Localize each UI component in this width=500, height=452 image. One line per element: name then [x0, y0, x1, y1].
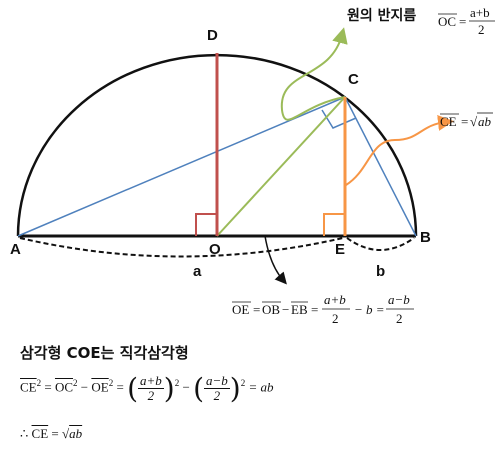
proof-f1-num: a+b	[138, 373, 164, 389]
radius-oc	[216, 96, 346, 237]
proof-oe-sq: 2	[108, 378, 114, 389]
proof-f2-den: 2	[213, 388, 221, 403]
proof-f2-sq: 2	[240, 378, 246, 389]
proof-conclusion-sqrt: √	[62, 426, 70, 441]
oe-formula-f2-num: a−b	[388, 292, 410, 307]
proof-conclusion-radicand: ab	[69, 426, 83, 441]
proof-line-2: ∴ CE = √ab	[20, 426, 82, 442]
oe-formula-f1-num: a+b	[324, 292, 346, 307]
proof-line-1: CE2 = OC2 − OE2 = (a+b 2)2 − (a−b 2)2 = ab	[20, 372, 274, 405]
proof-eq-2: =	[116, 379, 124, 395]
point-label-a: A	[10, 241, 21, 258]
radius-note-num: a+b	[470, 5, 490, 20]
segment-label-a: a	[193, 263, 202, 280]
proof-conclusion-ce: CE	[31, 426, 49, 441]
oe-formula-f1-den: 2	[332, 311, 339, 326]
brace-a	[19, 237, 344, 258]
oe-formula-ob: OB	[262, 302, 280, 317]
right-angle-o	[195, 213, 217, 236]
proof-right-paren-1: )	[163, 372, 175, 405]
radius-note-den: 2	[478, 22, 485, 37]
point-label-e: E	[335, 241, 345, 258]
point-label-o: O	[209, 241, 221, 258]
oe-pointer-arrow	[264, 235, 287, 285]
oe-formula-minus: −	[282, 302, 289, 317]
proof-f1-sq: 2	[174, 378, 180, 389]
oe-formula-eq2: =	[311, 302, 318, 317]
ce-note-radicand: ab	[478, 114, 492, 129]
proof-fraction-1: a+b 2	[138, 374, 164, 403]
proof-minus-1: −	[80, 379, 89, 395]
therefore-symbol: ∴	[20, 426, 29, 441]
segment-label-b: b	[376, 263, 385, 280]
ce-note-eq: =	[461, 114, 468, 129]
proof-fraction-2: a−b 2	[204, 374, 230, 403]
radius-note-title: 원의 반지름	[347, 7, 416, 24]
radius-pointer-arrow	[280, 27, 348, 121]
proof-ce-sq: 2	[36, 378, 42, 389]
radius-note-eq: =	[459, 14, 466, 29]
proof-conclusion-eq: =	[51, 426, 59, 441]
proof-right-paren-2: )	[229, 372, 241, 405]
point-label-d: D	[207, 27, 218, 44]
ce-pointer-arrow	[345, 114, 454, 186]
brace-b	[346, 237, 415, 251]
chord-bc	[344, 96, 417, 237]
oe-formula-eb: EB	[291, 302, 308, 317]
proof-f2-num: a−b	[204, 373, 230, 389]
right-angle-c	[321, 109, 357, 129]
right-angle-e	[323, 213, 345, 236]
ce-note-sqrt: √	[470, 114, 478, 129]
geometry-diagram: A B C D E O a b 원의 반지름 OC = a+b 2 CE = √…	[10, 5, 495, 326]
proof-oe: OE	[91, 379, 109, 395]
proof-minus-2: −	[182, 379, 190, 395]
proof-oc-sq: 2	[73, 378, 78, 389]
proof-left-paren-2: (	[193, 372, 204, 405]
point-label-c: C	[348, 71, 359, 88]
proof-result: = ab	[248, 379, 274, 395]
proof-ce: CE	[20, 379, 37, 395]
oe-formula-rest: − b =	[354, 302, 385, 317]
proof-heading: 삼각형 COE는 직각삼각형	[20, 344, 189, 362]
ce-note-lhs: CE	[440, 114, 457, 129]
proof-left-paren-1: (	[127, 372, 138, 405]
proof-eq-1: =	[44, 379, 52, 395]
oe-formula-f2-den: 2	[396, 311, 403, 326]
oe-formula-oe: OE	[232, 302, 249, 317]
point-label-b: B	[420, 229, 431, 246]
proof-f1-den: 2	[147, 388, 155, 403]
radius-note-lhs: OC	[438, 14, 456, 29]
oe-formula-eq1: =	[253, 302, 260, 317]
proof-oc: OC	[54, 379, 74, 395]
